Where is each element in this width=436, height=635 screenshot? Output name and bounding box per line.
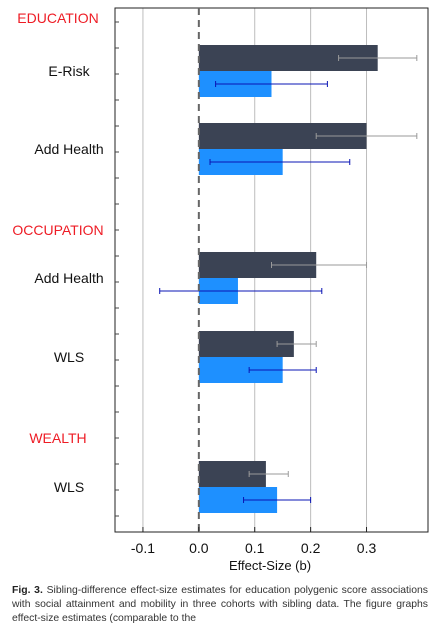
caption-text: Sibling-difference effect-size estimates…: [12, 585, 428, 624]
x-tick-label: -0.1: [131, 540, 155, 556]
group-title: OCCUPATION: [12, 222, 103, 238]
group-title: EDUCATION: [17, 10, 98, 26]
plot-frame: [114, 7, 429, 533]
x-tick-label: 0.1: [245, 540, 265, 556]
figure-caption: Fig. 3. Sibling-difference effect-size e…: [12, 584, 428, 626]
group-title: WEALTH: [29, 430, 86, 446]
x-tick-label: 0.0: [189, 540, 209, 556]
x-tick-label: 0.2: [301, 540, 321, 556]
row-label: E-Risk: [48, 63, 90, 79]
x-axis-label: Effect-Size (b): [229, 558, 311, 573]
caption-lead: Fig. 3.: [12, 585, 43, 596]
x-tick-label: 0.3: [357, 540, 377, 556]
row-label: WLS: [54, 479, 84, 495]
row-label: Add Health: [34, 270, 103, 286]
row-label: Add Health: [34, 141, 103, 157]
row-label: WLS: [54, 349, 84, 365]
chart: EDUCATION E-Risk Add Health OCCUPATION Add H…: [12, 7, 429, 573]
